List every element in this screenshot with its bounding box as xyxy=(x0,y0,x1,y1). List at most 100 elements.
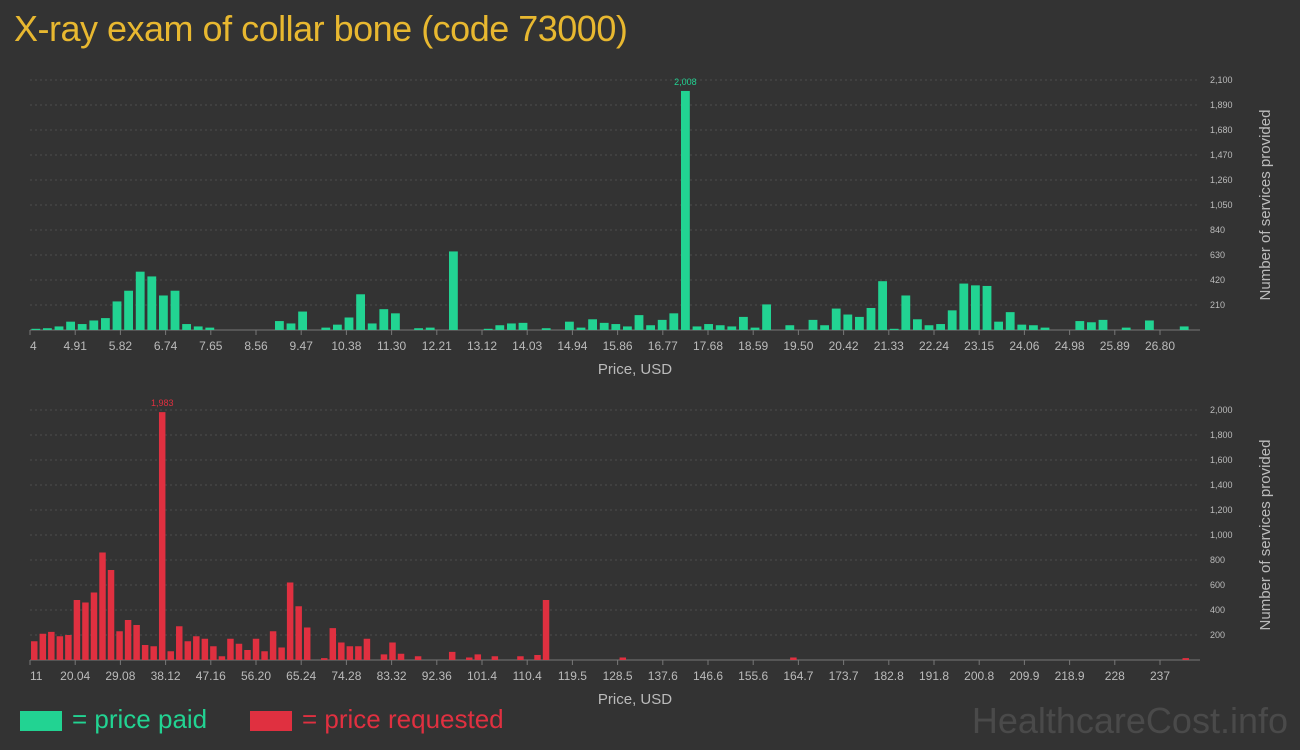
bar xyxy=(379,309,389,330)
x-tick-label: 11.30 xyxy=(377,339,406,353)
bar xyxy=(201,638,209,660)
x-tick-label: 6.74 xyxy=(154,339,178,353)
x-tick-label: 23.15 xyxy=(964,339,994,353)
peak-data-label: 2,008 xyxy=(674,77,697,87)
bar xyxy=(321,658,328,660)
x-tick-label: 12.21 xyxy=(422,339,452,353)
bar xyxy=(218,656,226,660)
bar xyxy=(332,324,342,330)
x-tick-label: 4 xyxy=(30,339,37,353)
bar xyxy=(843,314,853,330)
bar xyxy=(564,321,574,330)
bar xyxy=(466,657,473,660)
bar xyxy=(252,638,260,660)
bar xyxy=(727,326,737,330)
x-tick-label: 101.4 xyxy=(467,669,497,683)
x-axis-label: Price, USD xyxy=(598,691,672,708)
bar xyxy=(680,90,690,330)
bar xyxy=(1098,319,1108,330)
bar xyxy=(124,620,132,660)
bar xyxy=(193,636,200,660)
x-tick-label: 22.24 xyxy=(919,339,949,353)
bar xyxy=(414,656,422,660)
legend-paid: = price paid xyxy=(20,704,207,735)
bar xyxy=(878,281,888,330)
bar xyxy=(389,642,396,660)
y-axis-label: Number of services provided xyxy=(1257,440,1274,631)
x-tick-label: 7.65 xyxy=(199,339,223,353)
bar xyxy=(646,325,656,330)
legend-requested-label: = price requested xyxy=(302,704,504,734)
bar xyxy=(517,656,524,660)
x-tick-label: 56.20 xyxy=(241,669,271,683)
bar xyxy=(303,627,311,660)
bar xyxy=(414,328,424,330)
bar xyxy=(65,635,72,660)
bar xyxy=(448,651,456,660)
bar xyxy=(205,327,215,330)
bar xyxy=(112,301,122,330)
x-tick-label: 9.47 xyxy=(290,339,314,353)
x-tick-label: 16.77 xyxy=(648,339,678,353)
bar xyxy=(1182,658,1189,660)
x-tick-label: 17.68 xyxy=(693,339,723,353)
y-tick-label: 1,800 xyxy=(1210,430,1233,440)
bar xyxy=(286,582,294,660)
x-tick-label: 14.94 xyxy=(557,339,587,353)
y-tick-label: 210 xyxy=(1210,300,1225,310)
x-tick-label: 26.80 xyxy=(1145,339,1175,353)
x-tick-label: 11 xyxy=(30,669,43,683)
bar xyxy=(244,650,251,660)
x-tick-label: 228 xyxy=(1105,669,1125,683)
bar xyxy=(82,602,89,660)
bar xyxy=(158,295,168,330)
bar xyxy=(346,646,354,660)
bar xyxy=(344,317,354,330)
x-tick-label: 119.5 xyxy=(558,669,587,683)
y-tick-label: 600 xyxy=(1210,580,1225,590)
bar xyxy=(425,327,435,330)
bar xyxy=(542,600,550,660)
peak-data-label: 1,983 xyxy=(151,398,174,408)
x-tick-label: 155.6 xyxy=(738,669,768,683)
y-tick-label: 400 xyxy=(1210,605,1225,615)
bar xyxy=(54,326,64,330)
bar xyxy=(147,276,157,330)
y-tick-label: 1,200 xyxy=(1210,505,1233,515)
y-tick-label: 1,400 xyxy=(1210,480,1233,490)
bar xyxy=(588,319,598,330)
bar xyxy=(182,324,192,330)
bar xyxy=(269,631,277,660)
bar xyxy=(970,285,980,330)
bar xyxy=(210,646,217,660)
bar xyxy=(866,307,876,330)
x-tick-label: 18.59 xyxy=(738,339,768,353)
price-paid-chart: 210 420 630 840 1,050 1,260 1,470 1,680 1,890 2,1… xyxy=(29,75,1274,378)
x-tick-label: 8.56 xyxy=(244,339,268,353)
x-tick-label: 182.8 xyxy=(874,669,904,683)
bar xyxy=(1005,312,1015,330)
bar xyxy=(329,628,337,660)
bar xyxy=(820,325,830,330)
bar xyxy=(1121,327,1131,330)
bar xyxy=(541,328,551,330)
bar xyxy=(599,322,609,330)
y-tick-label: 1,050 xyxy=(1210,200,1233,210)
bar xyxy=(184,641,192,660)
bar xyxy=(167,651,174,660)
bar xyxy=(31,641,38,660)
bar xyxy=(261,651,268,660)
y-tick-label: 1,680 xyxy=(1210,125,1233,135)
bar xyxy=(692,326,702,330)
bar xyxy=(135,271,145,330)
bar xyxy=(947,310,957,330)
x-tick-label: 21.33 xyxy=(874,339,904,353)
x-tick-label: 83.32 xyxy=(377,669,407,683)
bar xyxy=(808,319,818,330)
x-tick-label: 4.91 xyxy=(64,339,88,353)
bar xyxy=(89,320,99,330)
x-tick-label: 146.6 xyxy=(693,669,723,683)
bar xyxy=(831,308,841,330)
bar xyxy=(790,657,797,660)
